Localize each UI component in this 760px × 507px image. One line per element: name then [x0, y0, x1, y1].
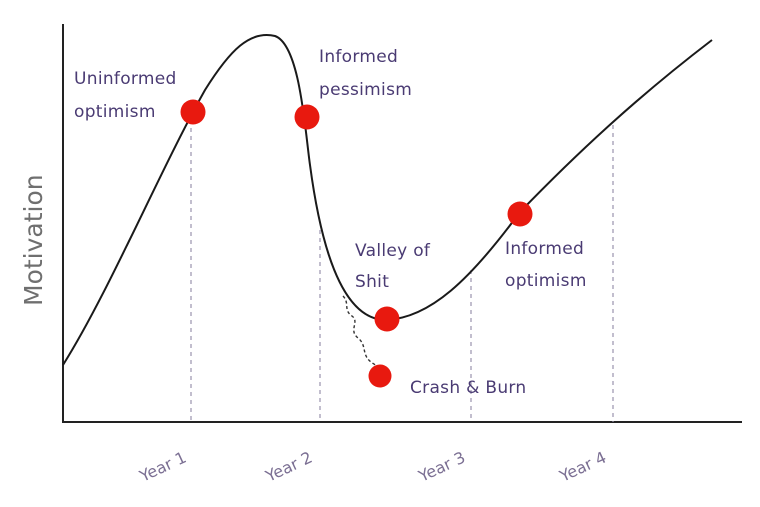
- guide-lines: [190, 112, 614, 422]
- label-informed-pessimism-line1: Informed: [319, 47, 398, 67]
- y-axis-label: Motivation: [19, 174, 48, 306]
- marker-valley: [374, 306, 400, 332]
- marker-uninformed-optimism: [180, 99, 206, 125]
- label-informed-optimism-line2: optimism: [505, 271, 587, 291]
- label-informed-optimism-line1: Informed: [505, 239, 584, 259]
- label-valley-line1: Valley of: [355, 241, 431, 261]
- marker-informed-optimism: [507, 201, 533, 227]
- x-tick-year-2: Year 2: [262, 448, 315, 486]
- marker-informed-pessimism: [294, 104, 320, 130]
- x-tick-year-1: Year 1: [136, 448, 189, 486]
- marker-crash-and-burn: [368, 364, 392, 388]
- label-crash-and-burn: Crash & Burn: [410, 378, 526, 398]
- crash-path: [342, 295, 381, 377]
- label-uninformed-optimism-line2: optimism: [74, 102, 156, 122]
- label-informed-pessimism-line2: pessimism: [319, 80, 412, 100]
- x-tick-year-3: Year 3: [415, 448, 468, 486]
- label-uninformed-optimism-line1: Uninformed: [74, 69, 177, 89]
- x-tick-year-4: Year 4: [556, 448, 609, 486]
- label-valley-line2: Shit: [355, 272, 389, 292]
- markers: [180, 99, 533, 388]
